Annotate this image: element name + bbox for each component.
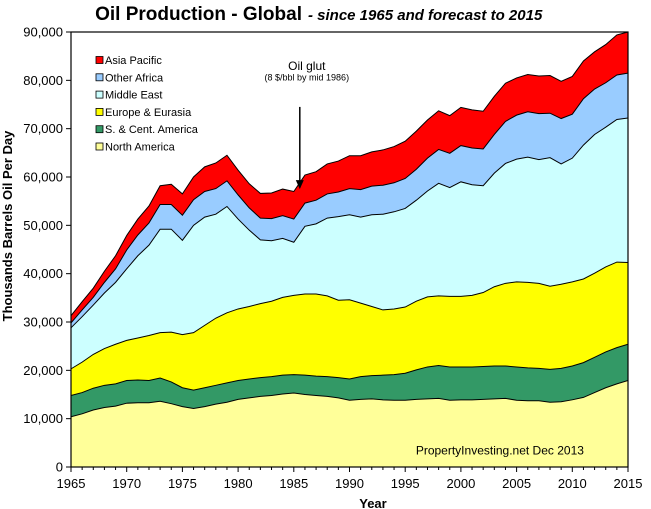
y-tick-label: 40,000 — [23, 266, 63, 281]
area-europe-eurasia — [71, 262, 628, 396]
x-tick-label: 2000 — [446, 476, 475, 491]
area-outlines — [70, 31, 629, 418]
legend-swatch-asia-pacific — [95, 56, 104, 64]
area-top-line-europe-eurasia — [70, 261, 629, 370]
chart-subtitle: - since 1965 and forecast to 2015 — [308, 7, 543, 24]
x-tick-label: 1980 — [224, 476, 253, 491]
area-other-africa — [71, 73, 628, 328]
y-axis-title: Thousands Barrels Oil Per Day — [0, 130, 15, 322]
y-tick-label: 30,000 — [23, 315, 63, 330]
y-axis-ticks: 0 10,000 20,000 30,000 40,000 50,000 60,000 70,… — [23, 25, 71, 475]
annotation-price-note: (8 $/bbl by mid 1986) — [265, 72, 350, 82]
y-tick-label: 90,000 — [23, 25, 63, 40]
legend-label-north-america: North America — [105, 142, 176, 154]
area-top-line-asia-pacific — [70, 31, 629, 317]
annotation-arrow-head — [295, 180, 304, 190]
x-axis-ticks: 1965 1970 1975 1980 1985 1990 1995 2000 2005 2010… — [57, 467, 643, 491]
legend: Asia Pacific Other Africa Middle East Europ… — [95, 55, 199, 154]
area-asia-pacific — [71, 32, 628, 323]
y-tick-label: 10,000 — [23, 411, 63, 426]
x-tick-label: 1975 — [168, 476, 197, 491]
annotation-oil-glut: Oil glut — [288, 59, 326, 73]
y-tick-label: 20,000 — [23, 363, 63, 378]
area-north-america — [71, 380, 628, 467]
x-tick-label: 1970 — [112, 476, 141, 491]
legend-label-s-cent-america: S. & Cent. America — [105, 124, 199, 136]
legend-swatch-middle-east — [95, 90, 104, 99]
chart-title: Oil Production - Global — [95, 4, 302, 25]
legend-swatch-north-america — [95, 142, 104, 151]
oil-glut-annotation: Oil glut (8 $/bbl by mid 1986) — [265, 59, 350, 190]
area-middle-east — [71, 118, 628, 369]
legend-label-middle-east: Middle East — [105, 90, 162, 102]
area-top-line-other-africa — [70, 72, 629, 324]
x-tick-label: 2005 — [502, 476, 531, 491]
legend-swatch-s-cent-america — [95, 125, 104, 134]
legend-swatch-other-africa — [95, 73, 104, 82]
x-tick-label: 1985 — [279, 476, 308, 491]
x-tick-label: 1995 — [391, 476, 420, 491]
legend-label-asia-pacific: Asia Pacific — [105, 55, 162, 67]
x-tick-label: 1990 — [335, 476, 364, 491]
y-tick-label: 50,000 — [23, 218, 63, 233]
y-tick-label: 80,000 — [23, 73, 63, 88]
legend-swatch-europe-eurasia — [95, 108, 104, 116]
x-tick-label: 2015 — [614, 476, 643, 491]
legend-label-other-africa: Other Africa — [105, 72, 164, 84]
area-top-line-north-america — [70, 380, 629, 418]
area-top-line-s-cent-america — [70, 343, 629, 396]
source-credit: PropertyInvesting.net Dec 2013 — [416, 444, 584, 458]
y-tick-label: 0 — [56, 460, 63, 475]
area-top-line-middle-east — [70, 117, 629, 329]
x-tick-label: 1965 — [57, 476, 86, 491]
x-axis-title: Year — [359, 496, 386, 509]
y-tick-label: 60,000 — [23, 170, 63, 185]
x-tick-label: 2010 — [558, 476, 587, 491]
legend-label-europe-eurasia: Europe & Eurasia — [105, 107, 192, 119]
y-tick-label: 70,000 — [23, 121, 63, 136]
